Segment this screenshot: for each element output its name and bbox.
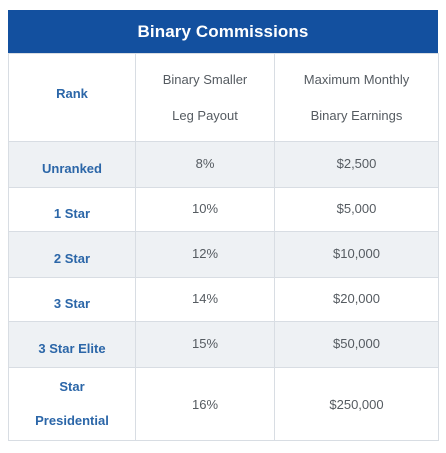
max-earnings-value: $10,000 — [333, 246, 380, 261]
max-earnings-value: $5,000 — [336, 201, 377, 216]
max-earnings-cell: $2,500 — [274, 141, 439, 188]
max-earnings-value: $2,500 — [336, 156, 377, 171]
max-earnings-cell: $10,000 — [274, 231, 439, 278]
header-earnings-line2: Binary Earnings — [310, 107, 403, 123]
payout-cell: 16% — [135, 367, 275, 441]
payout-cell: 10% — [135, 187, 275, 232]
rank-cell: 1 Star — [8, 187, 136, 232]
header-earnings: Maximum Monthly Binary Earnings — [274, 53, 439, 142]
payout-value: 14% — [191, 291, 219, 306]
table-row: 2 Star 12% $10,000 — [8, 231, 439, 278]
binary-commissions-table-container: Binary Commissions Rank Binary Smaller L… — [8, 10, 439, 441]
max-earnings-value: $50,000 — [333, 336, 380, 351]
rank-cell: 3 Star Elite — [8, 321, 136, 368]
rank-label: 2 Star — [53, 251, 91, 266]
table-row: 3 Star Elite 15% $50,000 — [8, 321, 439, 368]
payout-value: 8% — [195, 156, 215, 171]
header-earnings-line1: Maximum Monthly — [303, 71, 410, 87]
max-earnings-cell: $250,000 — [274, 367, 439, 441]
payout-value: 16% — [191, 396, 219, 412]
table-row: Star Presidential 16% $250,000 — [8, 367, 439, 441]
header-row: Rank Binary Smaller Leg Payout Maximum M… — [8, 53, 439, 142]
rank-label-line2: Presidential — [35, 413, 109, 428]
max-earnings-value: $250,000 — [329, 396, 384, 412]
rank-cell: 2 Star — [8, 231, 136, 278]
commissions-table: Rank Binary Smaller Leg Payout Maximum M… — [8, 53, 439, 441]
rank-cell: 3 Star — [8, 277, 136, 322]
payout-cell: 15% — [135, 321, 275, 368]
payout-cell: 8% — [135, 141, 275, 188]
payout-value: 15% — [191, 336, 219, 351]
payout-cell: 14% — [135, 277, 275, 322]
table-row: Unranked 8% $2,500 — [8, 141, 439, 188]
max-earnings-cell: $20,000 — [274, 277, 439, 322]
header-payout: Binary Smaller Leg Payout — [135, 53, 275, 142]
rank-cell: Unranked — [8, 141, 136, 188]
table-row: 3 Star 14% $20,000 — [8, 277, 439, 322]
payout-cell: 12% — [135, 231, 275, 278]
max-earnings-value: $20,000 — [333, 291, 380, 306]
rank-label: Unranked — [42, 161, 102, 176]
payout-value: 10% — [191, 201, 219, 216]
header-payout-line1: Binary Smaller — [162, 71, 248, 87]
max-earnings-cell: $50,000 — [274, 321, 439, 368]
max-earnings-cell: $5,000 — [274, 187, 439, 232]
rank-label: 1 Star — [53, 206, 91, 221]
table-row: 1 Star 10% $5,000 — [8, 187, 439, 232]
rank-label: 3 Star — [53, 296, 91, 311]
payout-value: 12% — [191, 246, 219, 261]
header-rank: Rank — [8, 53, 136, 142]
rank-label: 3 Star Elite — [38, 341, 106, 356]
rank-cell: Star Presidential — [8, 367, 136, 441]
table-title: Binary Commissions — [8, 10, 438, 53]
header-payout-line2: Leg Payout — [172, 107, 238, 123]
rank-label-line1: Star — [59, 379, 85, 394]
